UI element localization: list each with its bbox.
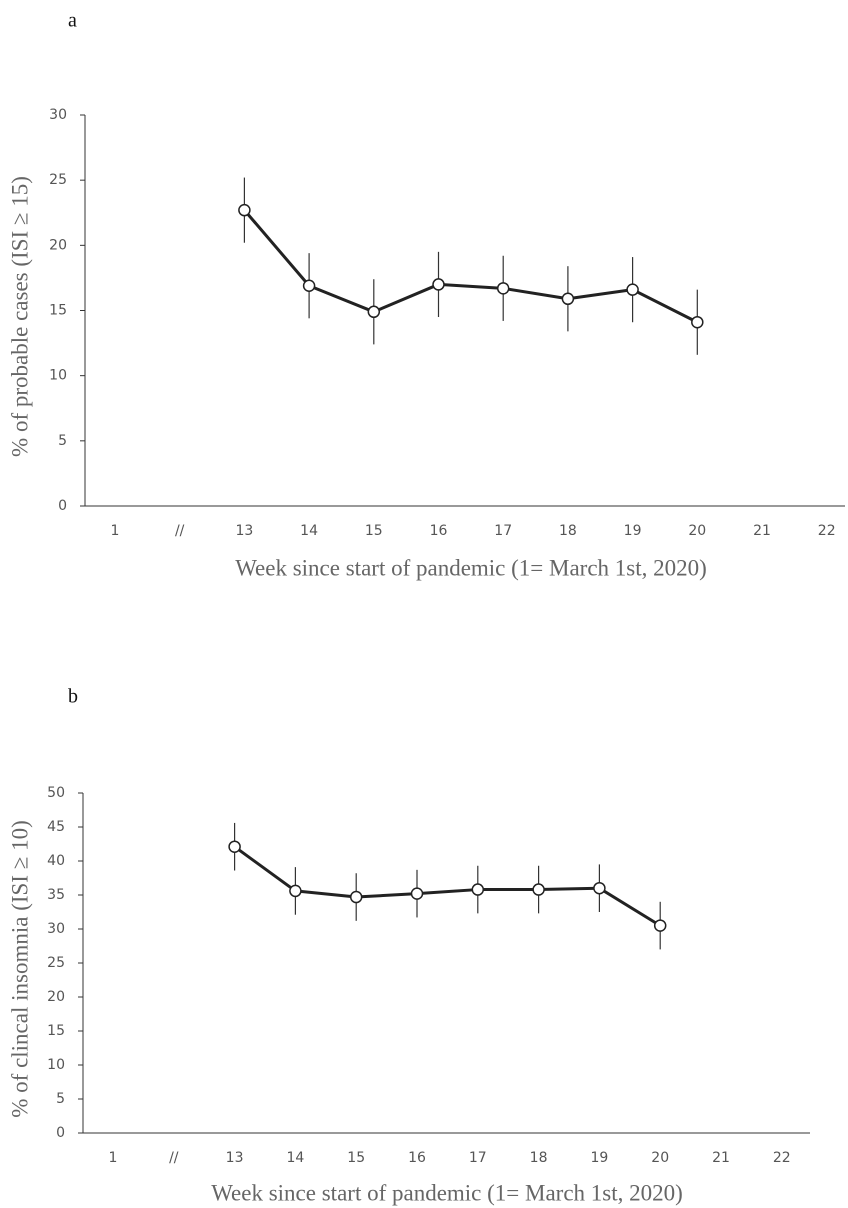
x-tick-label: 1 bbox=[109, 1150, 118, 1166]
y-tick-label: 15 bbox=[49, 303, 67, 319]
x-tick-label: 22 bbox=[773, 1150, 791, 1166]
x-tick-label: 15 bbox=[365, 523, 383, 539]
y-tick-label: 0 bbox=[56, 1125, 65, 1141]
x-tick-label: 14 bbox=[300, 523, 318, 539]
y-axis-label: % of probable cases (ISI ≥ 15) bbox=[7, 176, 32, 457]
x-tick-label: 16 bbox=[430, 523, 448, 539]
data-point bbox=[496, 282, 510, 295]
x-tick-label: 16 bbox=[408, 1150, 426, 1166]
x-tick-label: 18 bbox=[559, 523, 577, 539]
data-point bbox=[532, 883, 545, 896]
x-tick-label: 15 bbox=[347, 1150, 365, 1166]
data-line bbox=[233, 845, 661, 927]
y-tick-label: 30 bbox=[49, 107, 67, 123]
y-tick-label: 15 bbox=[47, 1023, 65, 1039]
data-point bbox=[626, 283, 639, 296]
data-point bbox=[691, 315, 704, 329]
data-point bbox=[228, 840, 241, 853]
x-tick-label: 21 bbox=[753, 523, 771, 539]
panel-title: a bbox=[68, 10, 77, 32]
y-tick-label: 10 bbox=[47, 1057, 65, 1073]
x-tick-label: 17 bbox=[494, 523, 512, 539]
data-point bbox=[349, 890, 363, 904]
y-tick-label: 30 bbox=[47, 921, 65, 937]
y-tick-label: 0 bbox=[58, 498, 67, 514]
y-tick-label: 50 bbox=[47, 785, 65, 801]
data-line bbox=[243, 209, 698, 324]
x-tick-label: // bbox=[169, 1150, 179, 1166]
y-tick-label: 10 bbox=[49, 368, 67, 384]
x-tick-label: 13 bbox=[226, 1150, 244, 1166]
x-tick-label: 21 bbox=[712, 1150, 730, 1166]
x-tick-label: 13 bbox=[235, 523, 253, 539]
x-tick-label: 19 bbox=[590, 1150, 608, 1166]
x-axis-label: Week since start of pandemic (1= March 1… bbox=[235, 555, 707, 580]
x-tick-label: 19 bbox=[624, 523, 642, 539]
x-tick-label: 20 bbox=[688, 523, 706, 539]
data-point bbox=[238, 203, 251, 217]
data-point bbox=[471, 883, 485, 896]
x-tick-label: // bbox=[175, 523, 185, 539]
x-tick-label: 17 bbox=[469, 1150, 487, 1166]
x-tick-label: 20 bbox=[651, 1150, 669, 1166]
y-tick-label: 45 bbox=[47, 819, 65, 835]
data-point bbox=[289, 884, 302, 898]
x-tick-label: 1 bbox=[111, 523, 120, 539]
data-point bbox=[410, 887, 424, 900]
y-axis-label: % of clincal insomnia (ISI ≥ 10) bbox=[7, 820, 32, 1118]
y-tick-label: 25 bbox=[49, 172, 67, 188]
x-tick-label: 22 bbox=[818, 523, 836, 539]
y-tick-label: 40 bbox=[47, 853, 65, 869]
data-point bbox=[561, 292, 575, 306]
y-tick-label: 20 bbox=[47, 989, 65, 1005]
y-tick-label: 25 bbox=[47, 955, 65, 971]
y-tick-label: 5 bbox=[58, 433, 67, 449]
y-tick-label: 5 bbox=[56, 1091, 65, 1107]
panel-title: b bbox=[68, 686, 78, 708]
y-tick-label: 35 bbox=[47, 887, 65, 903]
x-tick-label: 18 bbox=[530, 1150, 548, 1166]
y-tick-label: 20 bbox=[49, 237, 67, 253]
data-point bbox=[653, 919, 667, 932]
x-tick-label: 14 bbox=[286, 1150, 304, 1166]
data-point bbox=[432, 278, 445, 291]
data-point bbox=[593, 881, 606, 895]
data-point bbox=[367, 305, 381, 319]
x-axis-label: Week since start of pandemic (1= March 1… bbox=[211, 1180, 683, 1205]
data-point bbox=[302, 279, 316, 292]
